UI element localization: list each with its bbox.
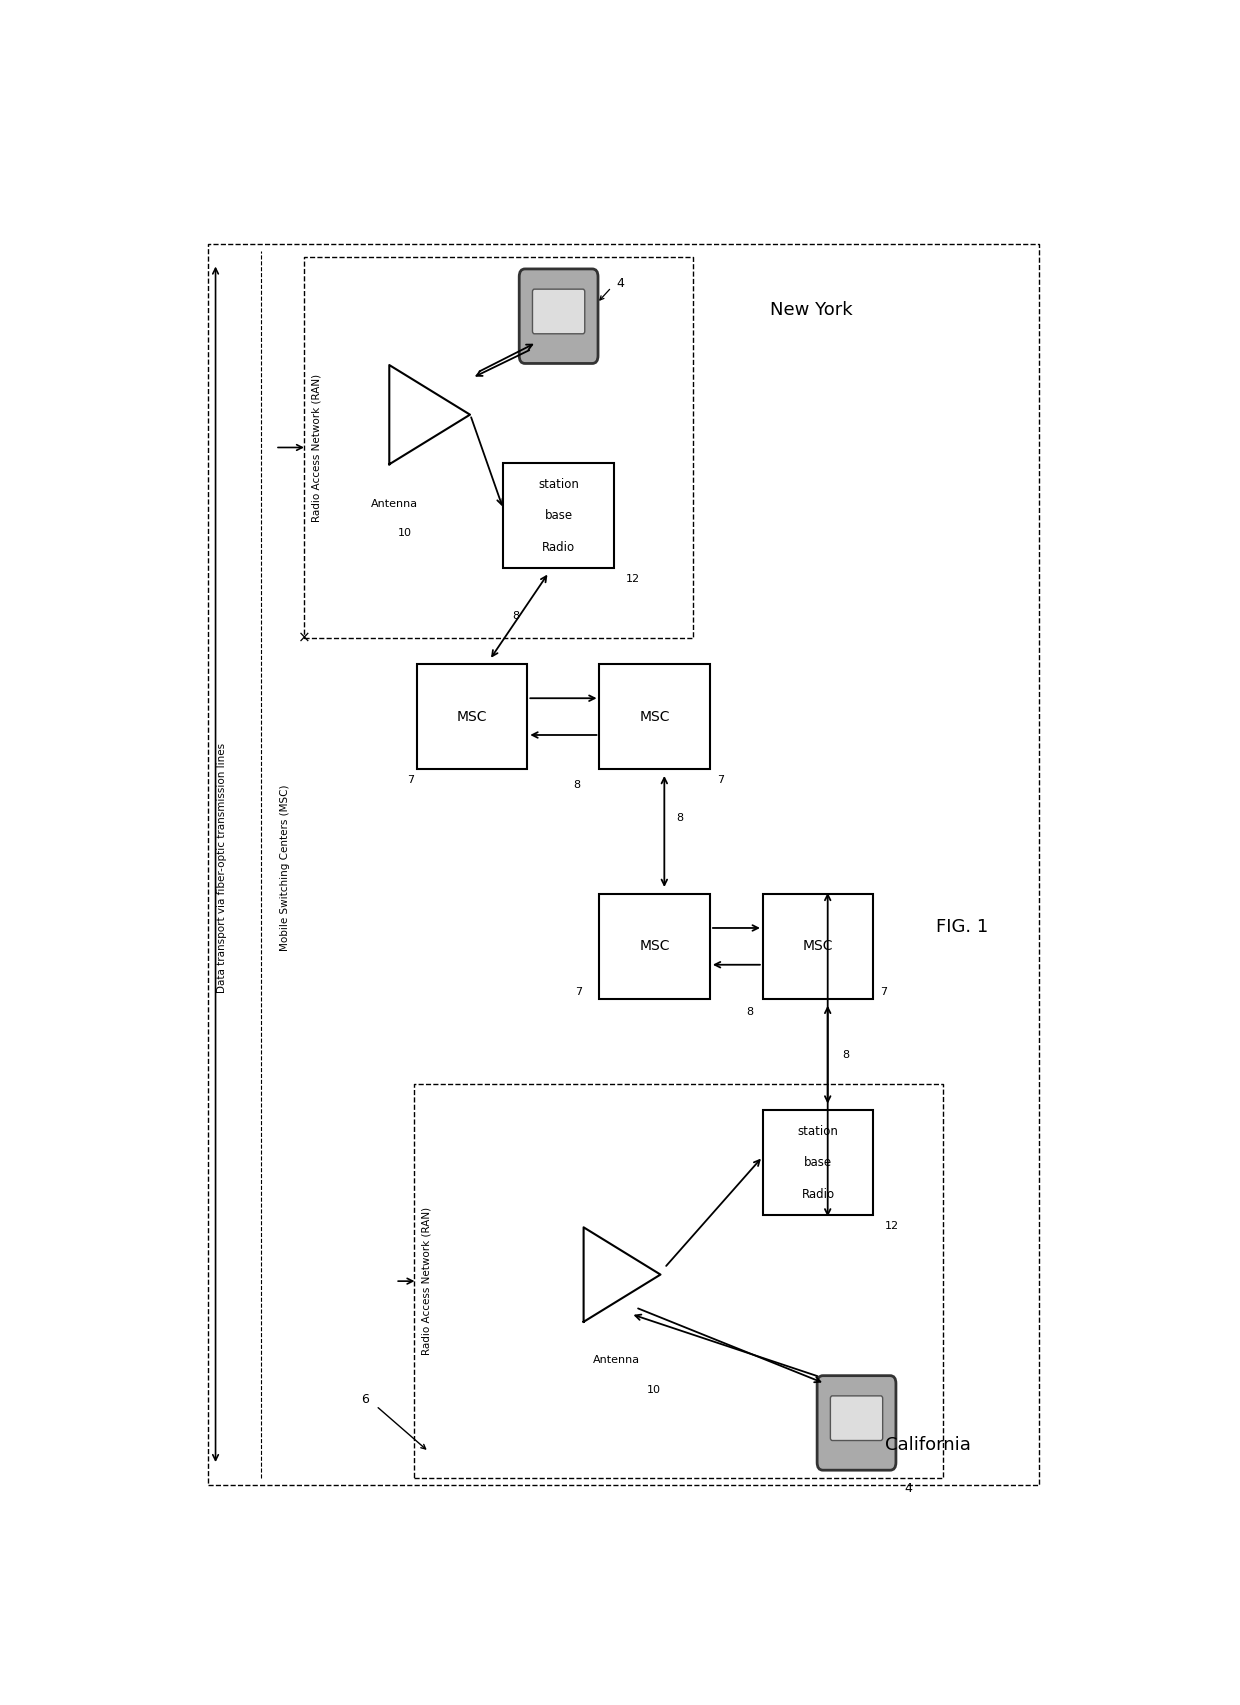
Text: MSC: MSC [640,939,670,953]
Text: 8: 8 [842,1050,849,1061]
Text: 8: 8 [746,1008,753,1016]
FancyBboxPatch shape [831,1396,883,1441]
Text: 7: 7 [575,987,583,997]
Text: Radio Access Network (RAN): Radio Access Network (RAN) [422,1207,432,1355]
Text: 6: 6 [362,1393,370,1407]
Text: 7: 7 [407,774,414,784]
Text: Antenna: Antenna [593,1355,640,1366]
Text: Antenna: Antenna [371,500,418,508]
Text: station: station [797,1125,838,1137]
Text: station: station [538,477,579,491]
Text: Radio: Radio [801,1188,835,1200]
FancyBboxPatch shape [520,269,598,363]
Text: California: California [885,1436,971,1454]
Text: MSC: MSC [456,709,487,723]
FancyBboxPatch shape [417,665,527,769]
Text: MSC: MSC [640,709,670,723]
Text: FIG. 1: FIG. 1 [936,917,988,936]
FancyBboxPatch shape [503,464,614,568]
Text: Mobile Switching Centers (MSC): Mobile Switching Centers (MSC) [280,784,290,951]
Text: Radio: Radio [542,540,575,554]
Text: base: base [544,510,573,522]
Text: 7: 7 [717,774,724,784]
Text: Data transport via fiber-optic transmission lines: Data transport via fiber-optic transmiss… [217,742,227,992]
FancyBboxPatch shape [817,1376,897,1470]
Text: 12: 12 [625,575,640,583]
Text: 8: 8 [676,813,683,824]
FancyBboxPatch shape [532,290,585,334]
Text: ×: × [298,631,310,644]
Text: 8: 8 [573,779,580,789]
Text: 10: 10 [398,529,412,537]
FancyBboxPatch shape [763,893,873,999]
Text: Radio Access Network (RAN): Radio Access Network (RAN) [311,373,321,522]
Text: 8: 8 [512,610,520,621]
Text: 4: 4 [616,276,624,290]
Text: New York: New York [770,300,853,319]
Text: 7: 7 [880,987,887,997]
Text: 4: 4 [905,1482,913,1495]
Text: 12: 12 [885,1221,899,1231]
FancyBboxPatch shape [599,893,711,999]
FancyBboxPatch shape [763,1110,873,1216]
Text: base: base [804,1156,832,1170]
Text: MSC: MSC [802,939,833,953]
FancyBboxPatch shape [599,665,711,769]
Text: 10: 10 [647,1384,661,1395]
